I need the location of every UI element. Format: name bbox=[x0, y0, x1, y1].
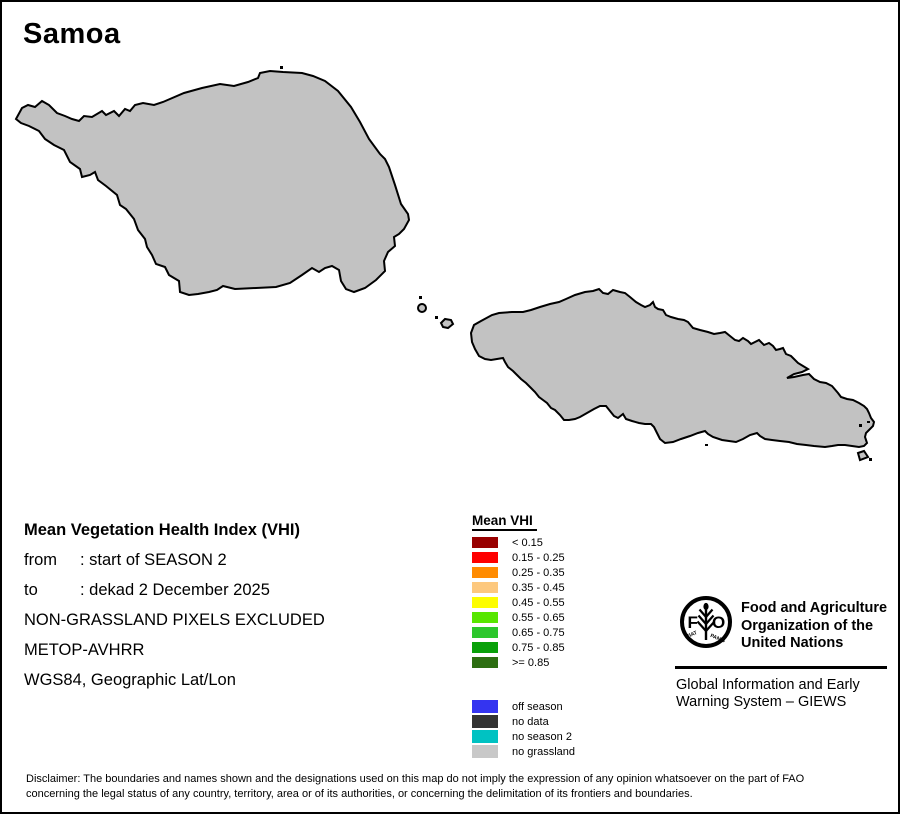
legend-classes: < 0.15 0.15 - 0.25 0.25 - 0.35 0.35 - 0.… bbox=[472, 535, 565, 670]
info-row-value: : start of SEASON 2 bbox=[80, 551, 227, 569]
legend-row: no grassland bbox=[472, 744, 575, 759]
islet bbox=[439, 317, 455, 330]
legend-title: Mean VHI bbox=[472, 513, 537, 531]
giews-name: Global Information and Early Warning Sys… bbox=[676, 677, 860, 711]
legend-label: no grassland bbox=[512, 745, 575, 758]
legend-row: 0.25 - 0.35 bbox=[472, 565, 565, 580]
islet bbox=[856, 449, 870, 462]
legend-label: < 0.15 bbox=[512, 536, 543, 549]
legend-special-classes: off season no data no season 2 no grassl… bbox=[472, 699, 575, 759]
info-heading: Mean Vegetation Health Index (VHI) bbox=[24, 521, 300, 539]
islet-dot bbox=[435, 316, 438, 319]
islet-dot bbox=[705, 444, 708, 446]
legend-label: 0.75 - 0.85 bbox=[512, 641, 565, 654]
legend-row: no data bbox=[472, 714, 575, 729]
islet-dot bbox=[419, 296, 422, 299]
disclaimer-line: concerning the legal status of any count… bbox=[26, 788, 693, 801]
legend-swatch bbox=[472, 745, 498, 758]
legend-swatch bbox=[472, 642, 498, 653]
map-info-block: Mean Vegetation Health Index (VHI) from:… bbox=[24, 515, 325, 695]
legend-label: off season bbox=[512, 700, 563, 713]
info-row-from: from : start of SEASON 2 bbox=[24, 545, 325, 575]
page-title: Samoa bbox=[23, 18, 121, 50]
legend-row: < 0.15 bbox=[472, 535, 565, 550]
legend-row: 0.65 - 0.75 bbox=[472, 625, 565, 640]
legend-swatch bbox=[472, 597, 498, 608]
legend-label: no data bbox=[512, 715, 549, 728]
legend-row: >= 0.85 bbox=[472, 655, 565, 670]
disclaimer-line: Disclaimer: The boundaries and names sho… bbox=[26, 773, 805, 785]
legend-label: 0.65 - 0.75 bbox=[512, 626, 565, 639]
legend-swatch bbox=[472, 582, 498, 593]
legend-swatch bbox=[472, 552, 498, 563]
islet-dot bbox=[859, 424, 862, 427]
disclaimer: Disclaimer: The boundaries and names sho… bbox=[26, 772, 804, 802]
islet bbox=[417, 303, 427, 313]
legend-row: 0.75 - 0.85 bbox=[472, 640, 565, 655]
legend-swatch bbox=[472, 657, 498, 668]
info-projection: WGS84, Geographic Lat/Lon bbox=[24, 671, 236, 689]
legend-swatch bbox=[472, 730, 498, 743]
fao-name-line: Food and Agriculture bbox=[741, 600, 888, 616]
fao-logo-icon: F O FIAT PANIS bbox=[680, 596, 732, 648]
legend-swatch bbox=[472, 537, 498, 548]
legend-label: 0.45 - 0.55 bbox=[512, 596, 565, 609]
island-west bbox=[14, 69, 411, 297]
svg-text:O: O bbox=[712, 613, 725, 632]
legend-label: 0.15 - 0.25 bbox=[512, 551, 565, 564]
legend-row: no season 2 bbox=[472, 729, 575, 744]
giews-line: Warning System – GIEWS bbox=[676, 694, 847, 710]
legend-row: 0.35 - 0.45 bbox=[472, 580, 565, 595]
legend-label: no season 2 bbox=[512, 730, 572, 743]
legend-swatch bbox=[472, 715, 498, 728]
giews-line: Global Information and Early bbox=[676, 677, 860, 693]
legend-swatch bbox=[472, 612, 498, 623]
info-row-label: from bbox=[24, 551, 57, 569]
legend-label: >= 0.85 bbox=[512, 656, 550, 669]
fao-name-line: United Nations bbox=[741, 635, 844, 651]
info-row-to: to : dekad 2 December 2025 bbox=[24, 575, 325, 605]
divider bbox=[675, 666, 887, 669]
legend-row: 0.45 - 0.55 bbox=[472, 595, 565, 610]
info-row-value: : dekad 2 December 2025 bbox=[80, 581, 270, 599]
legend-label: 0.35 - 0.45 bbox=[512, 581, 565, 594]
legend-swatch bbox=[472, 700, 498, 713]
info-row-label: to bbox=[24, 581, 38, 599]
islet-dot bbox=[867, 421, 870, 423]
info-sensor: METOP-AVHRR bbox=[24, 641, 145, 659]
island-east bbox=[469, 287, 876, 449]
fao-name: Food and Agriculture Organization of the… bbox=[741, 600, 887, 653]
fao-name-line: Organization of the bbox=[741, 617, 874, 634]
svg-text:PANIS: PANIS bbox=[709, 633, 726, 645]
svg-text:FIAT: FIAT bbox=[686, 630, 699, 640]
legend-row: off season bbox=[472, 699, 575, 714]
legend-label: 0.25 - 0.35 bbox=[512, 566, 565, 579]
svg-text:F: F bbox=[688, 613, 698, 632]
legend-row: 0.55 - 0.65 bbox=[472, 610, 565, 625]
legend-row: 0.15 - 0.25 bbox=[472, 550, 565, 565]
info-note: NON-GRASSLAND PIXELS EXCLUDED bbox=[24, 611, 325, 629]
islet-dot bbox=[869, 458, 872, 461]
islet-dot bbox=[280, 66, 283, 69]
legend-swatch bbox=[472, 567, 498, 578]
legend-label: 0.55 - 0.65 bbox=[512, 611, 565, 624]
legend-swatch bbox=[472, 627, 498, 638]
